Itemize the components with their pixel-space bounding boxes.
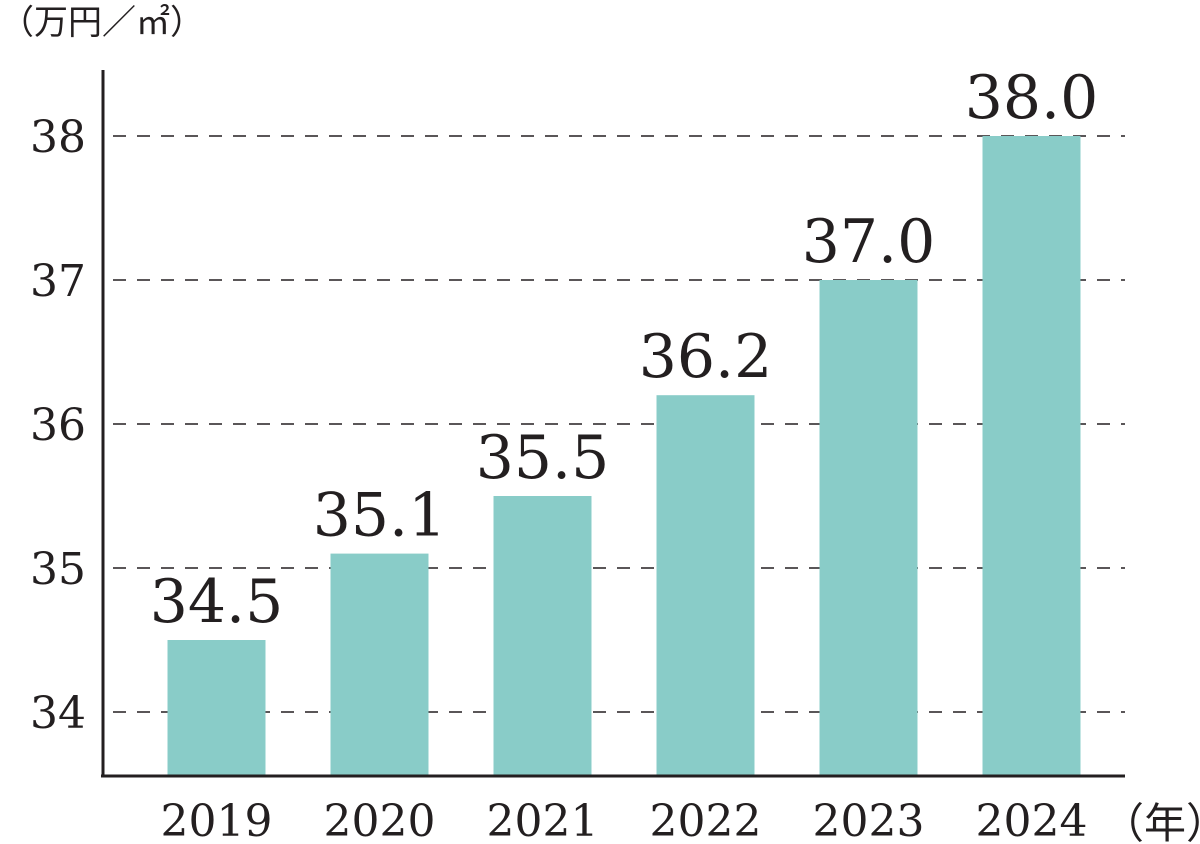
y-tick-label-34: 34 [30, 688, 86, 739]
bar-2024 [982, 136, 1081, 776]
y-tick-label-38: 38 [30, 112, 86, 163]
data-label-2024: 38.0 [965, 63, 1099, 133]
bar-2023 [819, 280, 918, 776]
x-tick-labels: 2019 2020 2021 2022 2023 2024 [161, 796, 1088, 844]
y-tick-label-37: 37 [30, 256, 86, 307]
y-tick-label-36: 36 [30, 400, 86, 451]
x-tick-label-2019: 2019 [161, 796, 273, 844]
data-labels-group: 34.5 35.1 35.5 36.2 37.0 38.0 [150, 63, 1099, 637]
bar-2021 [493, 496, 592, 776]
data-label-2023: 37.0 [802, 207, 936, 277]
data-label-2019: 34.5 [150, 567, 284, 637]
grid-lines [113, 135, 1125, 713]
bar-2019 [167, 640, 266, 776]
x-tick-label-2021: 2021 [487, 796, 599, 844]
data-label-2022: 36.2 [639, 322, 773, 392]
y-axis-unit-label: （万円／㎡） [0, 3, 204, 43]
data-label-2020: 35.1 [313, 481, 447, 551]
x-axis-unit-label: （年） [1102, 799, 1200, 844]
x-tick-label-2020: 2020 [324, 796, 436, 844]
x-tick-label-2022: 2022 [650, 796, 762, 844]
bars-group [167, 136, 1081, 776]
x-tick-label-2024: 2024 [976, 796, 1088, 844]
bar-2022 [656, 395, 755, 776]
data-label-2021: 35.5 [476, 423, 610, 493]
bar-2020 [330, 553, 429, 776]
y-tick-label-35: 35 [30, 544, 86, 595]
y-tick-labels: 34 35 36 37 38 [30, 112, 86, 739]
x-tick-label-2023: 2023 [813, 796, 925, 844]
